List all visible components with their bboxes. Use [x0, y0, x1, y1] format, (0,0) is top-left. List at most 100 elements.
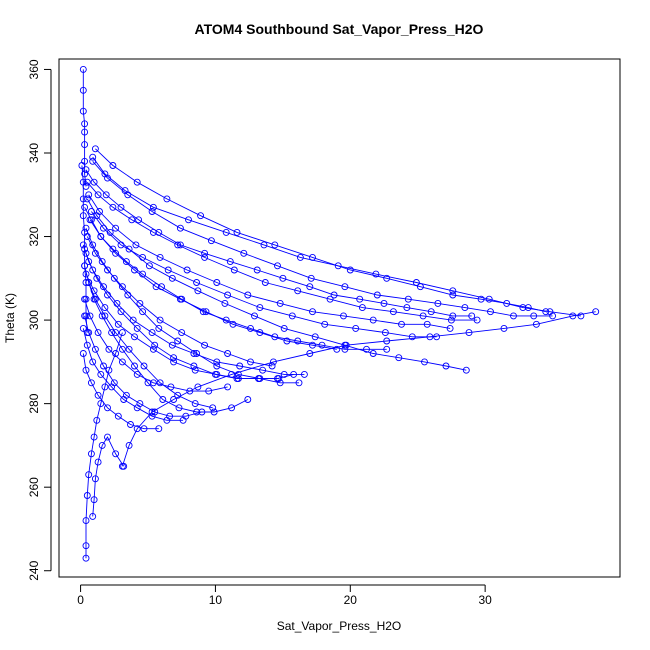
data-point — [98, 441, 106, 449]
data-point — [136, 400, 144, 408]
data-point — [151, 341, 159, 349]
data-point — [163, 195, 171, 203]
data-point — [341, 345, 349, 353]
data-point — [100, 362, 107, 370]
y-tick-label: 300 — [27, 310, 41, 330]
series-line — [82, 244, 279, 380]
data-point — [190, 362, 198, 370]
data-point — [86, 312, 94, 320]
y-tick-label: 360 — [27, 59, 41, 79]
data-point — [82, 295, 90, 303]
data-point — [577, 312, 585, 320]
data-point — [87, 450, 95, 458]
data-point — [90, 287, 98, 295]
data-point — [271, 241, 279, 249]
data-point — [81, 228, 89, 236]
series-line — [81, 165, 88, 333]
x-tick-label: 30 — [478, 593, 492, 607]
data-point — [346, 266, 354, 274]
data-point — [170, 396, 178, 403]
data-point — [131, 362, 138, 370]
data-point — [383, 337, 391, 345]
data-point — [93, 274, 101, 282]
data-point — [183, 266, 191, 274]
data-point — [271, 333, 279, 341]
data-point — [268, 362, 276, 370]
data-point — [85, 258, 93, 266]
data-point — [256, 304, 264, 312]
data-point — [90, 433, 98, 441]
data-point — [530, 312, 538, 320]
data-point — [149, 345, 157, 353]
data-point — [86, 216, 94, 224]
data-point — [83, 492, 91, 499]
data-point — [356, 295, 364, 303]
data-point — [449, 291, 457, 299]
data-point — [398, 320, 405, 328]
data-point — [100, 283, 107, 291]
data-point — [427, 308, 435, 316]
data-point — [109, 203, 117, 211]
data-point — [79, 178, 87, 186]
data-point — [190, 350, 198, 357]
data-point — [94, 191, 102, 199]
data-point — [176, 295, 184, 303]
data-point — [372, 270, 380, 278]
data-point — [485, 295, 493, 303]
data-point — [307, 274, 315, 282]
data-point — [234, 375, 242, 383]
data-point — [156, 253, 164, 261]
series-line — [82, 328, 184, 421]
data-point — [101, 312, 109, 320]
data-point — [125, 245, 133, 253]
data-point — [82, 366, 90, 374]
data-point — [259, 366, 267, 374]
data-point — [104, 266, 111, 274]
data-point — [122, 258, 130, 266]
data-point — [209, 404, 217, 412]
data-point — [97, 370, 105, 378]
series-line — [91, 211, 437, 338]
data-point — [334, 262, 342, 270]
series-line — [88, 194, 451, 329]
data-point — [194, 383, 202, 391]
data-point — [166, 412, 174, 420]
data-point — [89, 153, 97, 161]
data-point — [102, 191, 110, 199]
data-point — [94, 458, 102, 466]
data-point — [81, 120, 89, 128]
data-point — [85, 471, 93, 479]
data-point — [125, 441, 133, 449]
data-point — [247, 358, 254, 366]
data-point — [294, 287, 302, 295]
data-point — [213, 370, 221, 378]
data-point — [592, 308, 600, 316]
data-point — [468, 312, 476, 320]
data-point — [383, 345, 391, 353]
data-point — [129, 316, 137, 324]
data-point — [261, 279, 269, 286]
series-line — [88, 282, 213, 409]
data-point — [156, 379, 164, 387]
series-line — [86, 181, 478, 321]
data-point — [201, 341, 209, 349]
data-point — [93, 416, 101, 424]
data-point — [283, 337, 291, 345]
plot-frame — [58, 58, 621, 578]
data-point — [224, 383, 232, 391]
data-point — [96, 208, 103, 215]
data-point — [358, 304, 366, 312]
data-point — [83, 329, 91, 337]
series-layer — [78, 65, 600, 562]
data-point — [421, 358, 428, 366]
data-point — [79, 65, 87, 73]
data-point — [532, 320, 540, 328]
data-point — [101, 304, 109, 312]
data-point — [170, 354, 178, 362]
data-point — [260, 241, 268, 249]
data-point — [98, 258, 106, 266]
data-point — [140, 425, 148, 433]
y-axis: 240 260 280 300 320 340 360 — [27, 59, 52, 581]
data-point — [133, 370, 141, 378]
data-point — [503, 299, 511, 307]
